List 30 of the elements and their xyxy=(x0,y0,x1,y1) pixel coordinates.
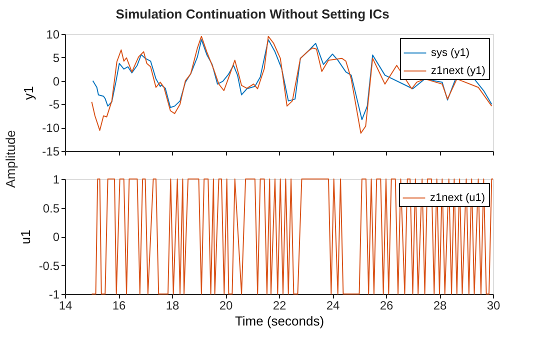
line-series xyxy=(92,39,492,120)
line-series xyxy=(91,36,492,134)
y-tick-label: 0 xyxy=(52,230,60,244)
y-tick-label: 0 xyxy=(52,74,60,88)
y-tick-label: -0.5 xyxy=(38,258,60,273)
y-axis-title: y1 xyxy=(21,86,36,100)
legend-label: z1next (y1) xyxy=(431,65,486,77)
y-tick-label: 0.5 xyxy=(42,201,60,216)
x-tick-label: 26 xyxy=(380,298,394,312)
x-tick-label: 24 xyxy=(326,298,340,312)
x-axis-title: Time (seconds) xyxy=(234,314,324,328)
y-tick-label: -10 xyxy=(42,121,60,136)
x-tick-label: 14 xyxy=(58,298,72,312)
text: Amplitude xyxy=(3,130,18,188)
y-tick-label: -5 xyxy=(48,98,60,112)
y-tick-label: 1 xyxy=(52,172,60,186)
legend-label: sys (y1) xyxy=(431,47,470,59)
x-tick-label: 28 xyxy=(433,298,447,312)
legend-label: z1next (u1) xyxy=(430,192,486,204)
x-tick-label: 20 xyxy=(219,298,233,312)
x-tick-label: 16 xyxy=(112,298,126,312)
y-tick-label: 5 xyxy=(52,50,60,65)
y-tick-label: -1 xyxy=(48,288,60,302)
x-tick-label: 18 xyxy=(166,298,180,312)
y-tick-label: 10 xyxy=(46,28,60,42)
chart-title: Simulation Continuation Without Setting ICs xyxy=(116,6,390,22)
x-tick-label: 30 xyxy=(486,298,500,312)
y-tick-label: -15 xyxy=(42,144,60,158)
x-tick-label: 22 xyxy=(272,298,286,312)
y-axis-title: u1 xyxy=(18,230,33,244)
